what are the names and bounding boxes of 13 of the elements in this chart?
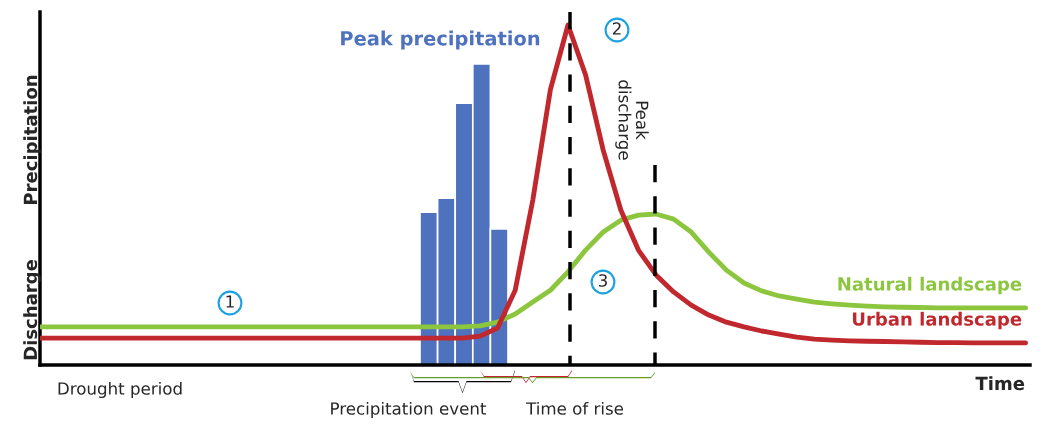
text: Time of rise	[526, 401, 624, 415]
annotation: 2	[612, 22, 621, 35]
annotation: Peak precipitation	[341, 30, 540, 50]
series-label: Natural landscape	[838, 276, 1022, 295]
y-axis-title: Discharge	[23, 260, 41, 360]
annotation: Precipitation	[23, 75, 41, 204]
x-axis-title: Time	[975, 376, 1025, 391]
series-label: Urban landscape	[852, 311, 1022, 330]
text: Drought period	[58, 381, 182, 399]
annotation: Peak discharge	[615, 80, 649, 160]
annotation: 1	[226, 295, 234, 308]
annotation: 3	[598, 274, 607, 287]
text: Precipitation event	[331, 401, 487, 419]
